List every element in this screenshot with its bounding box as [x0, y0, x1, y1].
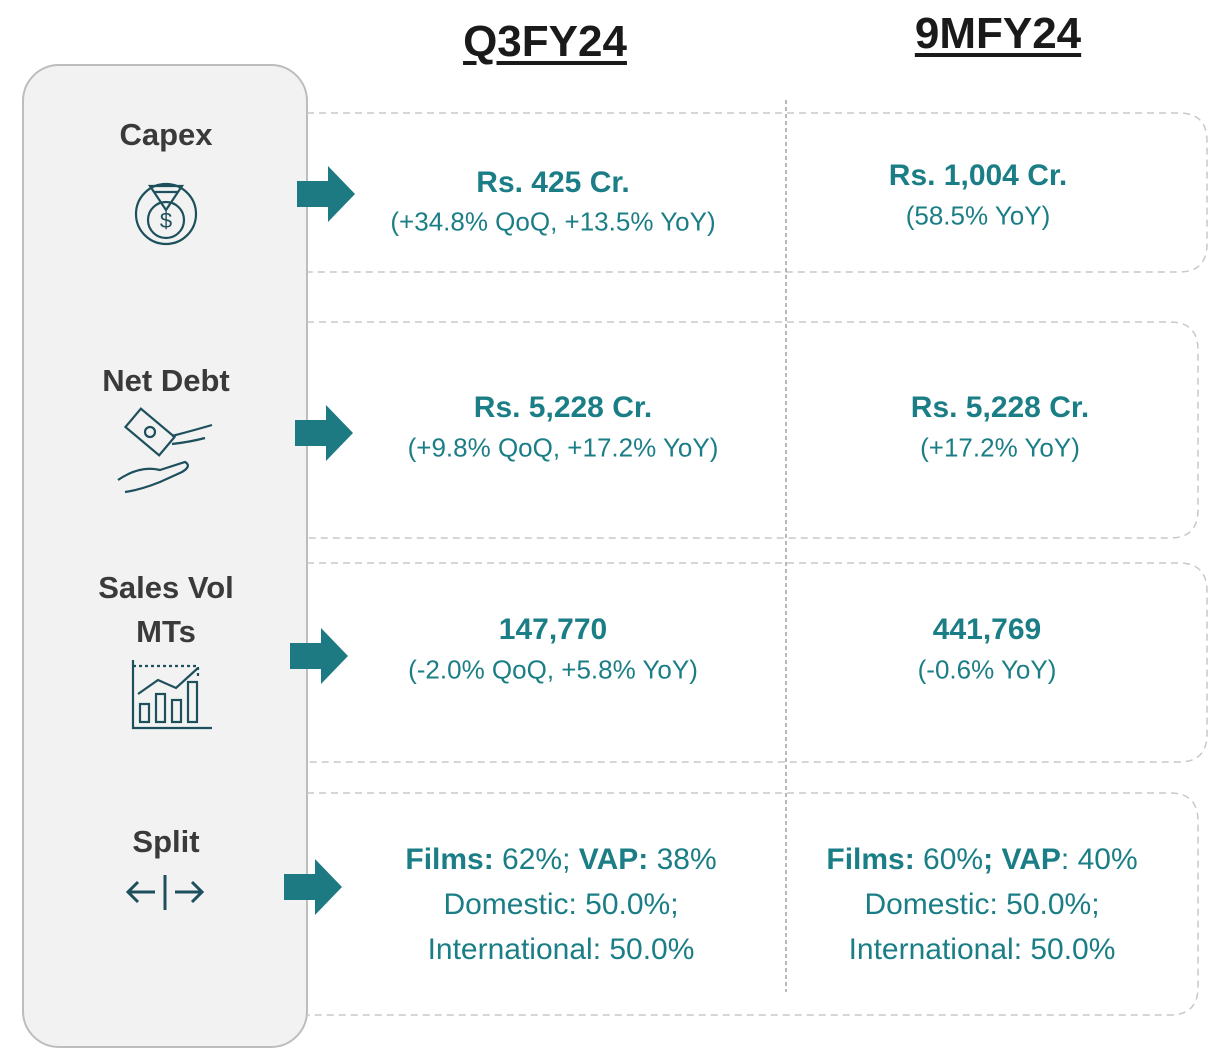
- row-frame: [307, 792, 1199, 1016]
- cell-line: Films: 62%; VAP: 38%: [405, 843, 716, 877]
- text-segment: Rs. 1,004 Cr.: [888, 159, 1068, 192]
- row-frame: [307, 321, 1199, 539]
- split-icon: [125, 875, 205, 910]
- text-segment: Domestic: 50.0%;: [864, 888, 1100, 921]
- text-segment: International: 50.0%: [427, 933, 695, 966]
- cell-line: (+9.8% QoQ, +17.2% YoY): [408, 433, 719, 464]
- row-label: Net Debt: [102, 363, 230, 398]
- cell-line: Films: 60%; VAP: 40%: [826, 843, 1137, 877]
- row-frame: [307, 112, 1208, 273]
- label-panel: [22, 64, 308, 1048]
- text-segment: (-0.6% YoY): [917, 654, 1057, 685]
- arrow: [295, 405, 353, 461]
- text-segment: (-2.0% QoQ, +5.8% YoY): [408, 654, 698, 685]
- cell-line: 147,770: [499, 613, 607, 647]
- row-label: Split: [132, 824, 200, 859]
- sales-icon: [131, 660, 212, 730]
- text-segment: 60%: [914, 843, 984, 876]
- text-segment: (+34.8% QoQ, +13.5% YoY): [390, 206, 716, 237]
- text-segment: : 40%: [1060, 843, 1138, 876]
- cell-line: Rs. 1,004 Cr.: [889, 159, 1067, 193]
- cell-line: (58.5% YoY): [906, 201, 1051, 232]
- cell-line: (-0.6% YoY): [918, 655, 1057, 686]
- arrow: [290, 628, 348, 684]
- text-segment: Rs. 5,228 Cr.: [473, 391, 653, 424]
- cell-line: Rs. 5,228 Cr.: [911, 391, 1089, 425]
- text-segment: Domestic: 50.0%;: [443, 888, 679, 921]
- text-segment: 147,770: [498, 613, 608, 646]
- column-header: Q3FY24: [463, 17, 627, 66]
- row-frame: [307, 562, 1208, 763]
- cell-line: International: 50.0%: [849, 933, 1116, 967]
- text-segment: Films:: [826, 843, 915, 876]
- row-label: Sales Vol: [98, 570, 234, 605]
- text-segment: (+9.8% QoQ, +17.2% YoY): [407, 432, 719, 463]
- cell-line: (+17.2% YoY): [920, 433, 1080, 464]
- text-segment: Rs. 5,228 Cr.: [910, 391, 1090, 424]
- cell-line: Rs. 425 Cr.: [476, 166, 629, 200]
- cell-line: Rs. 5,228 Cr.: [474, 391, 652, 425]
- text-segment: Rs. 425 Cr.: [476, 166, 630, 199]
- icons: $: [117, 182, 213, 910]
- cell-line: Domestic: 50.0%;: [864, 888, 1099, 922]
- cell-line: (+34.8% QoQ, +13.5% YoY): [390, 207, 715, 238]
- text-segment: International: 50.0%: [848, 933, 1116, 966]
- cell-line: International: 50.0%: [428, 933, 695, 967]
- row-label: MTs: [136, 614, 196, 649]
- text-segment: (+17.2% YoY): [920, 432, 1080, 463]
- cell-line: 441,769: [933, 613, 1041, 647]
- arrow: [297, 166, 355, 222]
- cell-line: (-2.0% QoQ, +5.8% YoY): [408, 655, 698, 686]
- row-label: Capex: [119, 117, 213, 152]
- net-debt-icon: [117, 407, 213, 494]
- svg-text:$: $: [160, 208, 172, 233]
- arrow: [284, 859, 342, 915]
- text-segment: (58.5% YoY): [905, 200, 1051, 231]
- cell-line: Domestic: 50.0%;: [443, 888, 678, 922]
- text-segment: 441,769: [932, 613, 1042, 646]
- row-frames: [307, 112, 1208, 1016]
- text-segment: 38%: [648, 843, 717, 876]
- arrows: [284, 166, 355, 915]
- column-header: 9MFY24: [914, 9, 1082, 58]
- text-segment: VAP:: [578, 843, 649, 876]
- capex-icon: $: [134, 182, 198, 246]
- text-segment: 62%;: [493, 843, 579, 876]
- text-segment: Films:: [405, 843, 494, 876]
- text-segment: ; VAP: [983, 843, 1061, 876]
